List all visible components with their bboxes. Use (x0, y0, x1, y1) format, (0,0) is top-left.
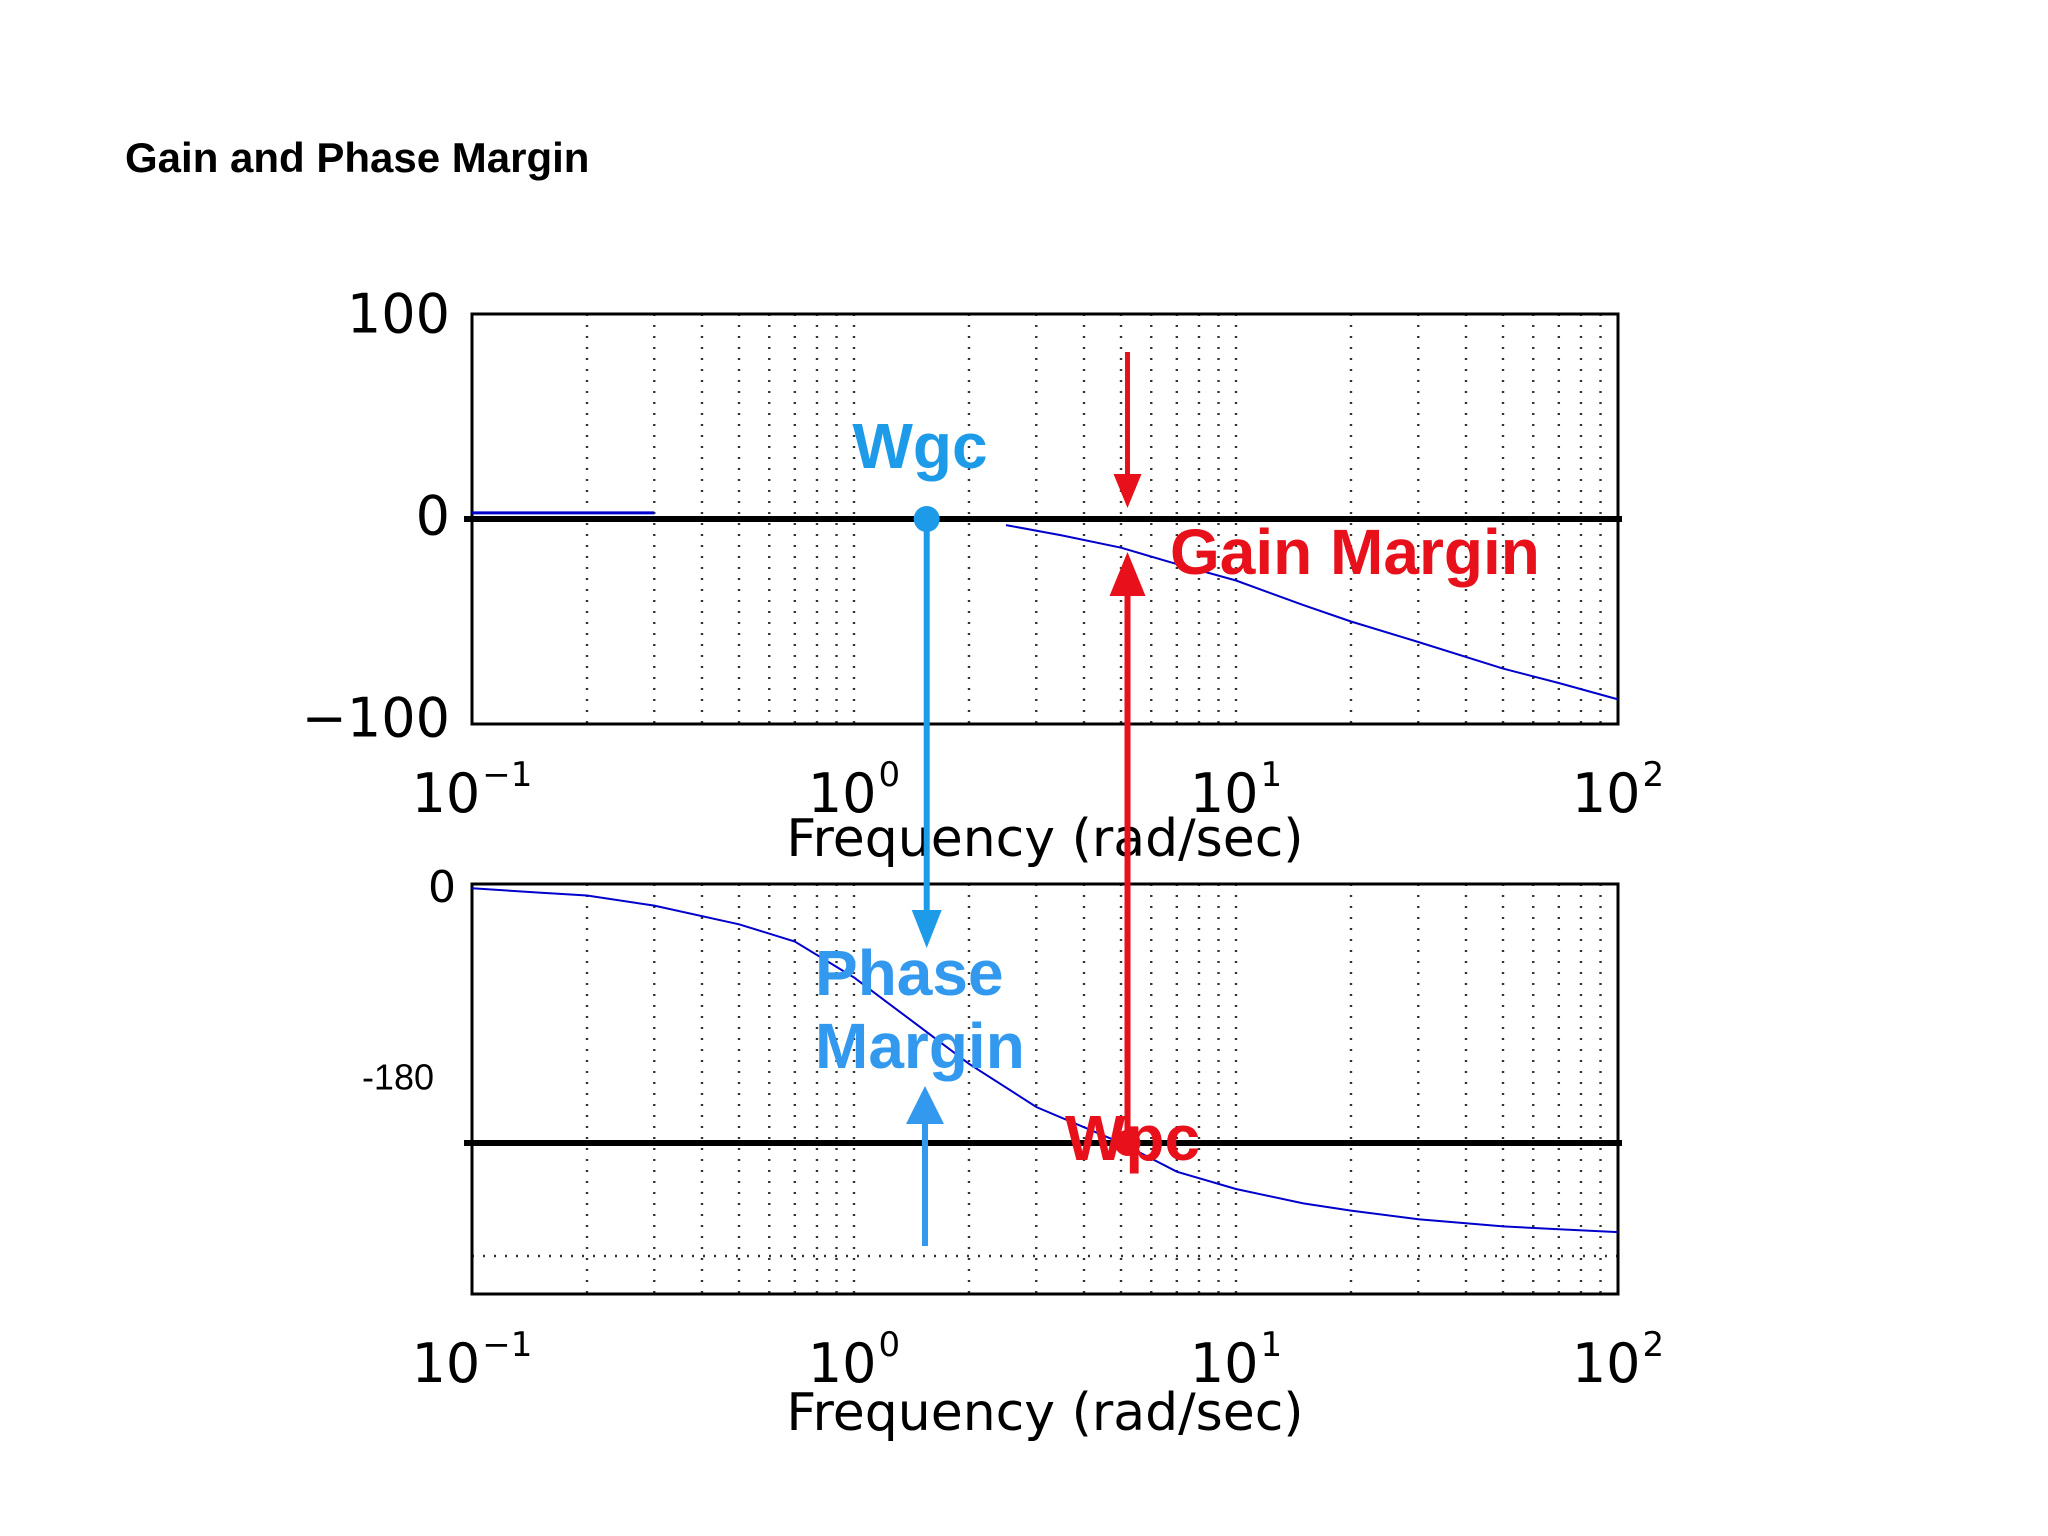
phase-margin-arrowhead (906, 1086, 944, 1124)
wpc-arrowhead (1109, 552, 1146, 596)
mag-series-line (1005, 524, 1619, 701)
gain-margin-top-arrowhead (1113, 474, 1142, 508)
magnitude-grid (585, 314, 1602, 724)
phase-margin-label-line2: Margin (815, 1010, 1025, 1082)
phase-margin-label-line1: Phase (815, 937, 1004, 1009)
mag-ytick-neg100: −100 (302, 687, 450, 750)
phase-xtick-label: 10−1 (412, 1325, 533, 1395)
wgc-point (913, 506, 940, 532)
slide-title: Gain and Phase Margin (125, 134, 590, 181)
mag-xtick-label: 10−1 (412, 755, 533, 825)
mag-xtick-label: 102 (1572, 755, 1664, 825)
wpc-label: Wpc (1065, 1102, 1200, 1174)
wgc-arrowhead (911, 910, 942, 948)
mag-xlabel: Frequency (rad/sec) (786, 809, 1303, 869)
mag-ytick-100: 100 (347, 283, 450, 346)
phase-xtick-label: 102 (1572, 1325, 1664, 1395)
wpc-point (1114, 1129, 1141, 1156)
gain-margin-label: Gain Margin (1170, 516, 1540, 588)
wgc-label: Wgc (852, 410, 987, 482)
phase-grid (472, 884, 1618, 1294)
phase-ytick-neg180: -180 (362, 1057, 434, 1098)
mag-ytick-0: 0 (416, 485, 450, 548)
phase-xlabel: Frequency (rad/sec) (786, 1383, 1303, 1443)
phase-series-line (471, 887, 1619, 1234)
phase-ytick-0: 0 (428, 862, 456, 913)
phase-axes-frame (470, 882, 1620, 1296)
